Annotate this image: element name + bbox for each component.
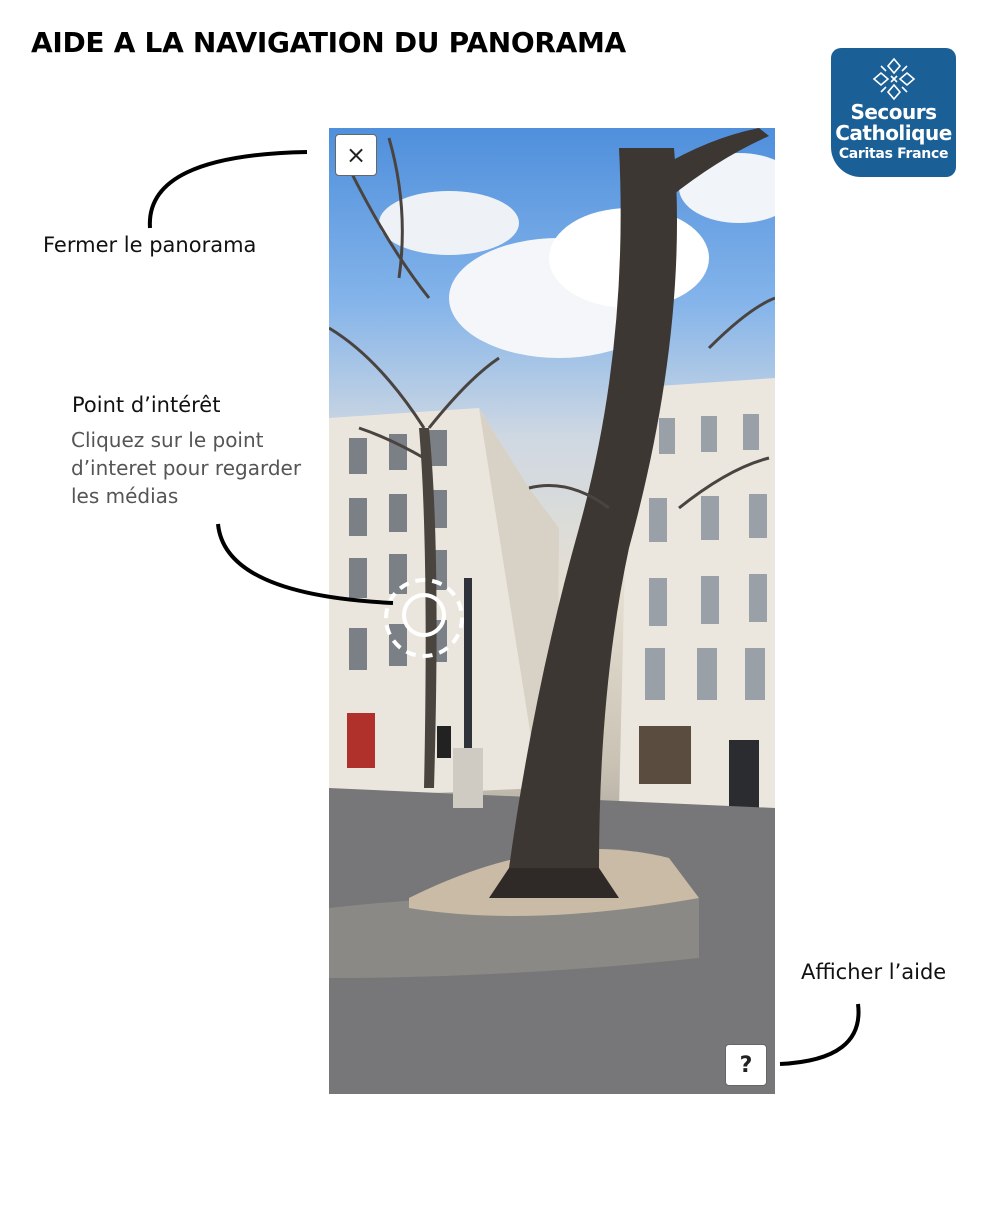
logo-line-secours: Secours bbox=[850, 100, 937, 124]
help-callout-label: Afficher l’aide bbox=[801, 960, 947, 984]
logo-line-catholique: Catholique bbox=[835, 121, 952, 145]
help-callout-line bbox=[779, 1003, 861, 1066]
logo-line-caritas: Caritas France bbox=[838, 146, 949, 162]
close-callout-label: Fermer le panorama bbox=[43, 233, 257, 257]
close-callout-line bbox=[147, 150, 308, 229]
page-title: AIDE A LA NAVIGATION DU PANORAMA bbox=[31, 26, 626, 59]
street-scene-image bbox=[329, 128, 775, 1094]
secours-catholique-logo: Secours Catholique Caritas France bbox=[831, 48, 956, 177]
question-icon: ? bbox=[739, 1052, 753, 1078]
help-button[interactable]: ? bbox=[725, 1044, 767, 1086]
panorama-viewer[interactable]: × ? bbox=[329, 128, 775, 1094]
poi-callout-description: Cliquez sur le point d’interet pour rega… bbox=[71, 428, 302, 508]
cross-icon bbox=[872, 57, 915, 101]
point-of-interest-marker[interactable] bbox=[379, 573, 469, 663]
poi-callout-title: Point d’intérêt bbox=[72, 393, 221, 417]
point-of-interest-icon bbox=[384, 578, 464, 658]
close-icon: × bbox=[345, 141, 367, 169]
close-panorama-button[interactable]: × bbox=[335, 134, 377, 176]
